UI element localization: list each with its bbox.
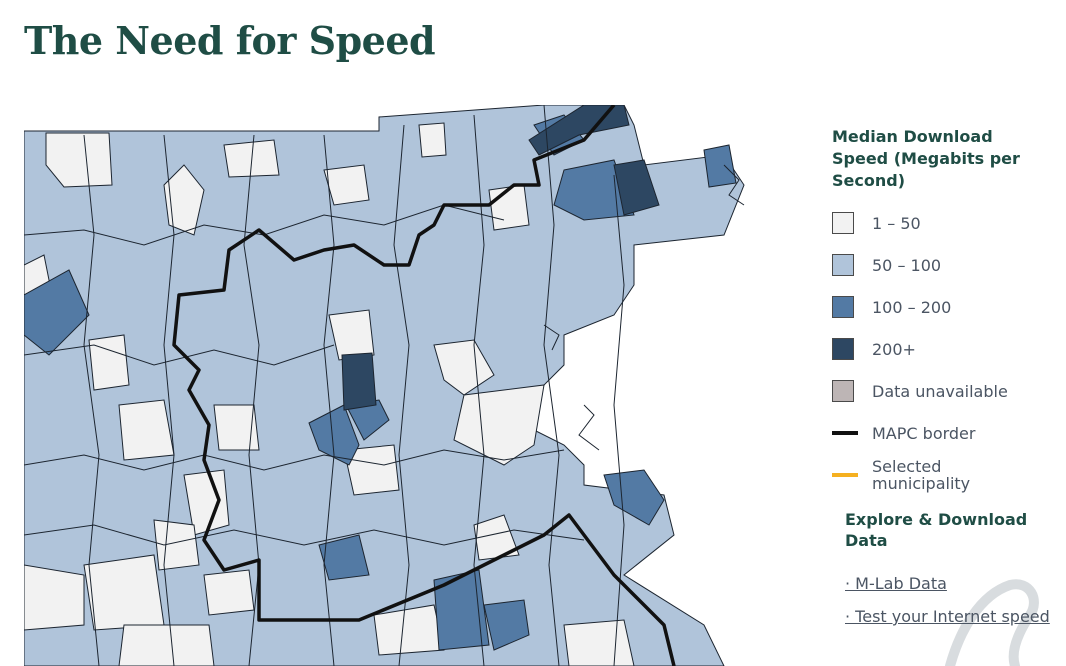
legend-item-1-50: 1 – 50 <box>832 202 1052 244</box>
legend-label: 1 – 50 <box>872 213 921 233</box>
coastline <box>543 164 745 451</box>
legend-item-50-100: 50 – 100 <box>832 244 1052 286</box>
page-title: The Need for Speed <box>24 18 436 63</box>
legend-swatch <box>832 296 854 318</box>
medium-speed-regions <box>24 114 737 651</box>
legend-title: Median Download Speed (Megabits per Seco… <box>832 127 1020 190</box>
legend-label: 100 – 200 <box>872 297 952 317</box>
legend-label: MAPC border <box>872 423 976 443</box>
legend-swatch <box>832 212 854 234</box>
legend-line-swatch <box>832 431 858 435</box>
legend-item-selected-municipality: Selected municipality <box>832 454 1052 496</box>
mapc-border <box>172 105 676 666</box>
legend-swatch <box>832 380 854 402</box>
legend-swatch <box>832 254 854 276</box>
test-speed-link[interactable]: · Test your Internet speed <box>845 607 1050 626</box>
legend-item-mapc-border: MAPC border <box>832 412 1052 454</box>
low-speed-regions <box>24 122 635 666</box>
legend-line-swatch <box>832 473 858 477</box>
legend-item-100-200: 100 – 200 <box>832 286 1052 328</box>
explore-section: Explore & Download Data · M-Lab Data · T… <box>845 509 1055 639</box>
cape-inset-outline <box>945 579 1039 666</box>
legend-swatch <box>832 338 854 360</box>
map-legend: Median Download Speed (Megabits per Seco… <box>832 126 1052 496</box>
municipality-map[interactable] <box>24 105 784 666</box>
legend-label: Data unavailable <box>872 381 1008 401</box>
mlab-data-link[interactable]: · M-Lab Data <box>845 574 947 593</box>
legend-label: 50 – 100 <box>872 255 942 275</box>
legend-label: 200+ <box>872 339 916 359</box>
legend-item-data-unavailable: Data unavailable <box>832 370 1052 412</box>
explore-title: Explore & Download Data <box>845 510 1028 550</box>
legend-label: Selected municipality <box>872 457 971 493</box>
legend-item-200-plus: 200+ <box>832 328 1052 370</box>
